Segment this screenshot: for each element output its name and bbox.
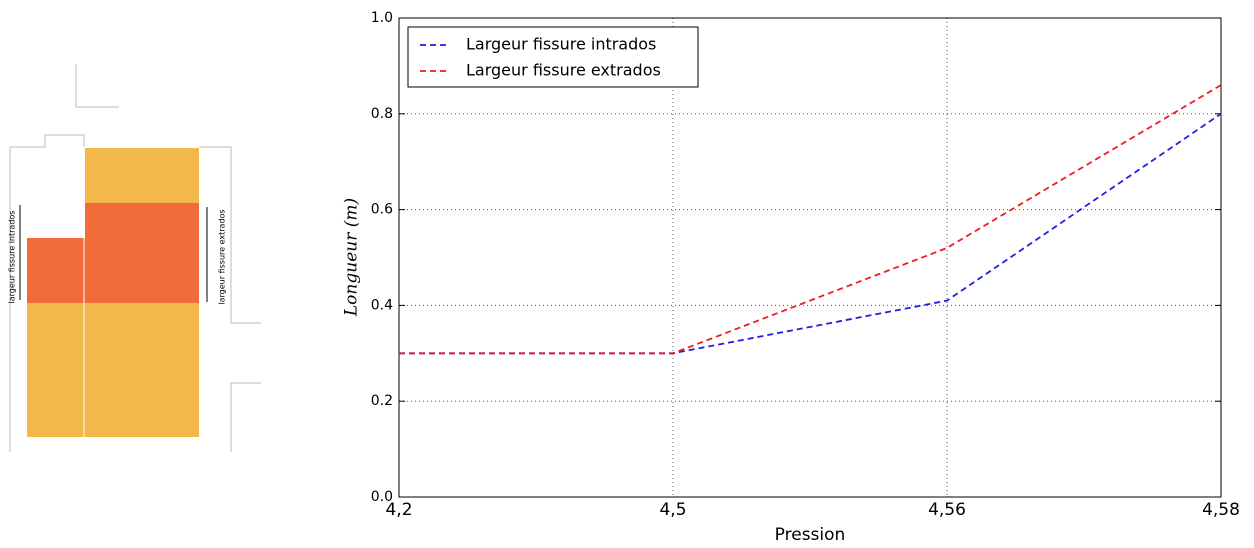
outline <box>199 146 261 324</box>
legend-box <box>407 26 699 88</box>
block <box>27 238 85 303</box>
y-tick-label: 1.0 <box>371 10 393 26</box>
outline <box>230 382 261 452</box>
x-tick-label: 4,5 <box>659 500 686 520</box>
y-tick-label: 0.2 <box>371 393 393 409</box>
diagram-label: largeur fissure extrados <box>218 209 227 304</box>
block <box>85 203 199 303</box>
block <box>85 148 199 203</box>
y-tick-label: 0.6 <box>371 202 393 218</box>
series-line <box>399 113 1222 355</box>
x-tick-label: 4,58 <box>1202 500 1240 520</box>
diagram-label: largeur fissure intrados <box>8 211 17 304</box>
legend-label: Largeur fissure intrados <box>466 35 656 54</box>
x-tick-label: 4,2 <box>385 500 412 520</box>
plot-frame <box>398 17 1222 498</box>
y-axis-label: Longueur (m) <box>342 198 362 317</box>
outline <box>75 64 119 108</box>
y-tick-label: 0.0 <box>371 489 393 505</box>
x-tick-label: 4,56 <box>928 500 966 520</box>
legend-label: Largeur fissure extrados <box>466 61 661 80</box>
block <box>27 303 199 437</box>
diagram <box>9 64 261 452</box>
series-line <box>399 84 1222 355</box>
y-tick-label: 0.4 <box>371 297 393 313</box>
y-tick-label: 0.8 <box>371 106 393 122</box>
outline <box>9 134 85 452</box>
x-axis-label: Pression <box>775 525 846 545</box>
